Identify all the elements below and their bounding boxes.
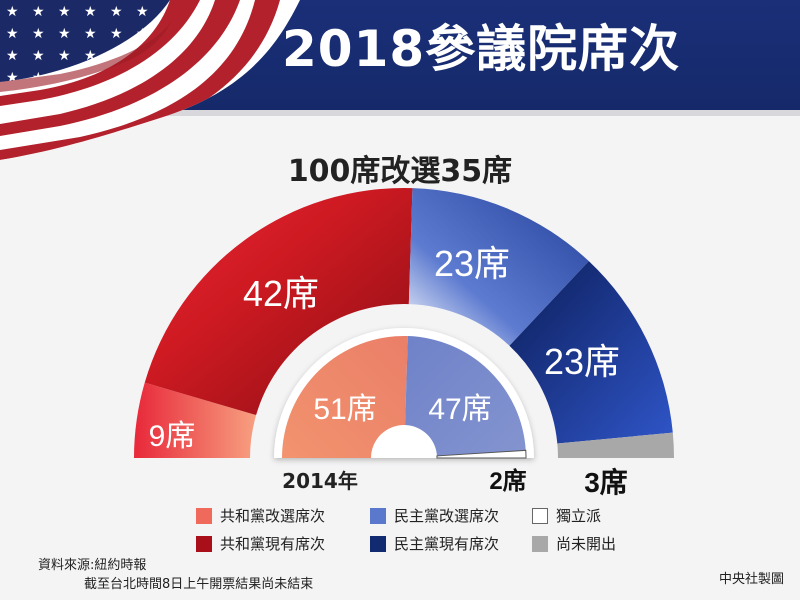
page-title: 2018參議院席次 bbox=[282, 20, 681, 78]
banner-divider bbox=[0, 110, 800, 116]
legend-label: 共和黨現有席次 bbox=[220, 535, 326, 553]
legend-swatch bbox=[196, 535, 212, 552]
outer-seat-label: 3席 bbox=[584, 466, 628, 498]
inner-segment-dem bbox=[405, 336, 526, 456]
inner-seat-label: 51席 bbox=[313, 393, 376, 426]
legend-swatch bbox=[370, 507, 386, 524]
legend-swatch bbox=[370, 535, 386, 552]
outer-seat-label: 9席 bbox=[149, 420, 196, 453]
chart-legend: 共和黨改選席次 民主黨改選席次 獨立派共和黨現有席次 民主黨現有席次 尚未開出 bbox=[196, 505, 666, 561]
status-note: 截至台北時間8日上午開票結果尚未結束 bbox=[84, 577, 314, 592]
outer-segment-rep-hold bbox=[144, 188, 413, 416]
legend-swatch bbox=[532, 535, 548, 552]
outer-segment-dem-hold bbox=[509, 261, 673, 444]
legend-item: 共和黨現有席次 bbox=[196, 533, 325, 554]
source-text: 資料來源:紐約時報 bbox=[38, 558, 147, 573]
legend-item: 民主黨改選席次 bbox=[370, 505, 499, 526]
legend-item: 獨立派 bbox=[532, 505, 601, 526]
legend-label: 獨立派 bbox=[556, 507, 602, 525]
outer-ring bbox=[134, 188, 674, 458]
outer-seat-label: 23席 bbox=[434, 243, 510, 284]
chart-subtitle: 100席改選35席 bbox=[287, 154, 513, 189]
inner-year-label: 2014年 bbox=[282, 469, 358, 493]
inner-seat-label: 47席 bbox=[428, 393, 491, 426]
legend-swatch bbox=[196, 507, 212, 524]
source-note: 資料來源:紐約時報 截至台北時間8日上午開票結果尚未結束 bbox=[38, 556, 313, 594]
outer-seat-label: 23席 bbox=[544, 341, 620, 382]
legend-item: 尚未開出 bbox=[532, 533, 616, 554]
legend-swatch bbox=[532, 507, 548, 524]
outer-segment-dem-change bbox=[408, 188, 589, 346]
ring-labels: 9席 42席 23席 23席 3席 51席 47席 2席 2014年 bbox=[149, 243, 628, 498]
legend-label: 民主黨改選席次 bbox=[394, 507, 500, 525]
inner-segment-independent bbox=[436, 449, 527, 459]
legend-label: 尚未開出 bbox=[556, 535, 617, 553]
outer-seat-label: 42席 bbox=[243, 273, 319, 314]
inner-ring bbox=[274, 328, 534, 459]
us-flag-icon: ★ bbox=[0, 0, 300, 160]
legend-item: 共和黨改選席次 bbox=[196, 505, 325, 526]
legend-item: 民主黨現有席次 bbox=[370, 533, 499, 554]
credit-text: 中央社製圖 bbox=[718, 572, 784, 587]
inner-segment-rep bbox=[282, 336, 408, 458]
legend-label: 共和黨改選席次 bbox=[220, 507, 326, 525]
outer-segment-pending bbox=[557, 432, 674, 458]
outer-segment-rep-change bbox=[134, 382, 257, 458]
legend-label: 民主黨現有席次 bbox=[394, 535, 500, 553]
inner-seat-label: 2席 bbox=[489, 467, 526, 495]
